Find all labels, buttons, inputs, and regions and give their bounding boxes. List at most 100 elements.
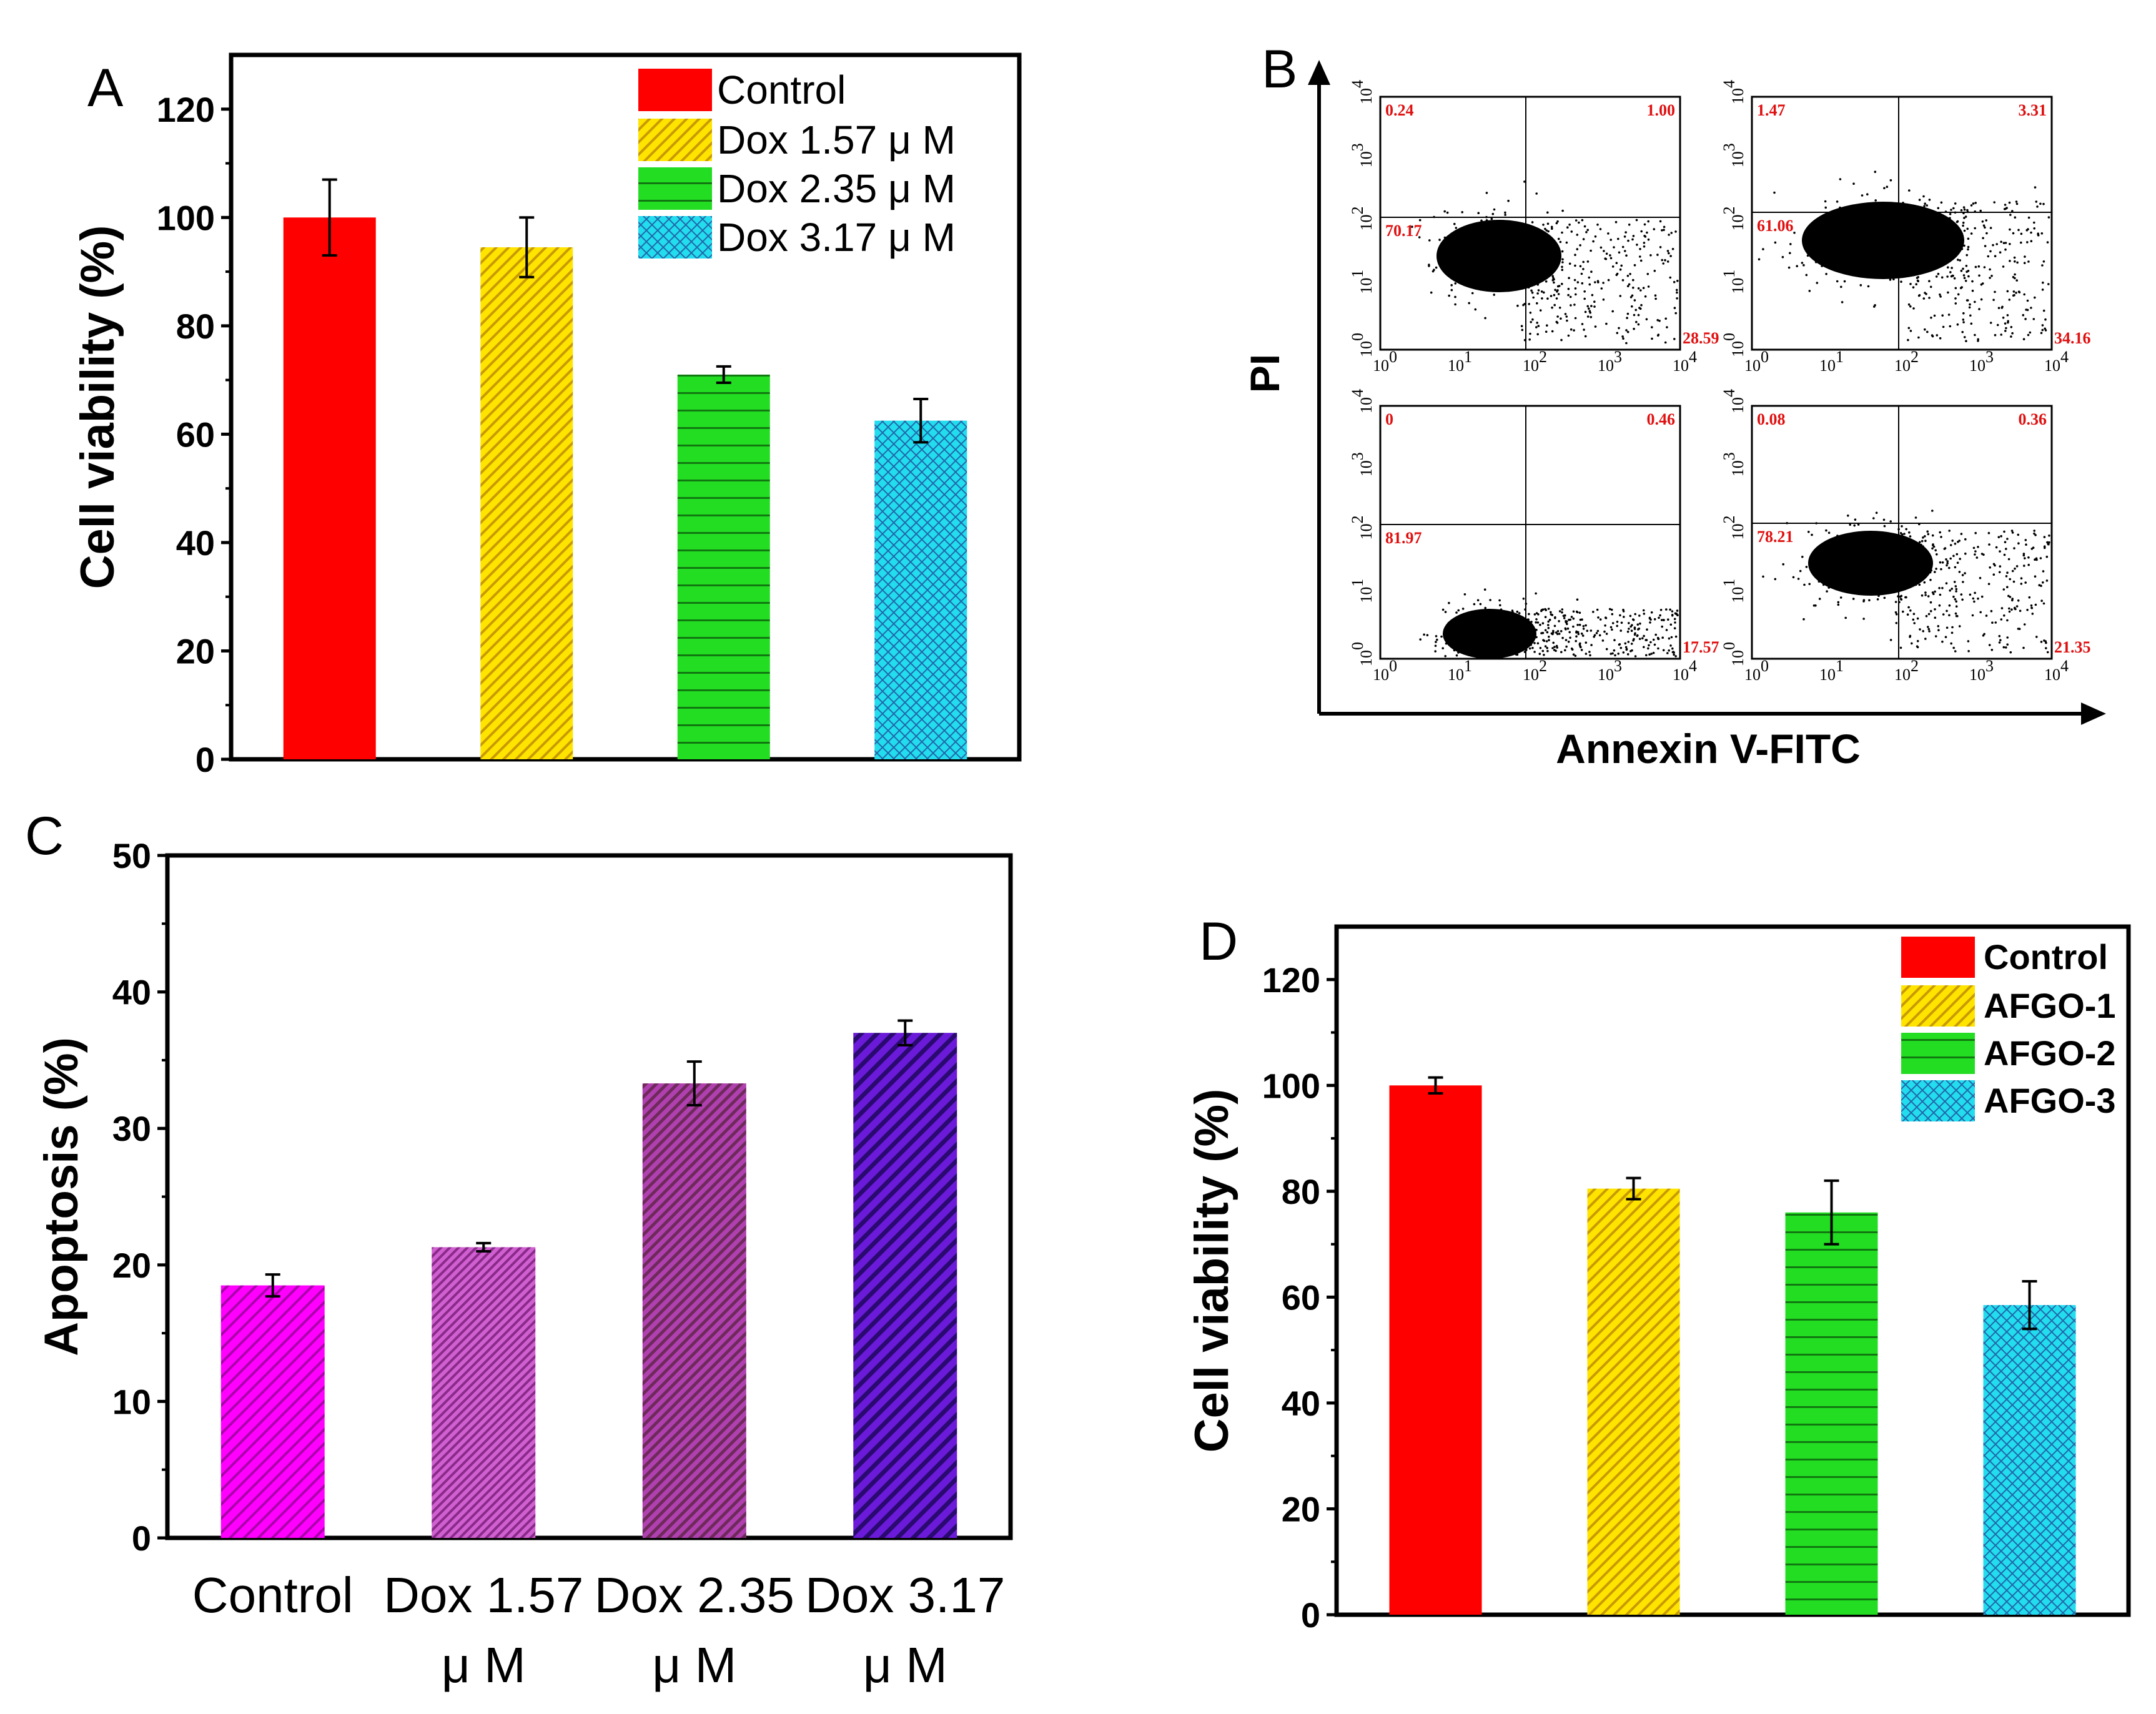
event-dot <box>1874 544 1876 546</box>
event-dot <box>1647 285 1650 288</box>
event-dot <box>1878 569 1881 572</box>
event-dot <box>1981 282 1984 285</box>
event-dot <box>1964 538 1967 541</box>
event-dot <box>1948 614 1951 617</box>
event-dot <box>1453 222 1456 225</box>
event-dot <box>1634 655 1637 658</box>
event-dot <box>2011 210 2014 212</box>
event-dot <box>1874 556 1877 559</box>
event-dot <box>2018 291 2021 293</box>
event-dot <box>1909 330 1912 332</box>
event-dot <box>1498 276 1501 279</box>
event-dot <box>1971 614 1974 617</box>
event-dot <box>1967 270 1970 272</box>
event-dot <box>1850 542 1853 545</box>
event-dot <box>1528 637 1531 640</box>
event-dot <box>1646 628 1648 631</box>
event-dot <box>1535 618 1538 621</box>
event-dot <box>2044 327 2046 330</box>
event-dot <box>1531 221 1534 224</box>
event-dot <box>1604 624 1606 627</box>
event-dot <box>1494 629 1496 632</box>
event-dot <box>1934 616 1937 619</box>
event-dot <box>1939 337 1942 340</box>
event-dot <box>1513 267 1515 269</box>
event-dot <box>1476 643 1480 646</box>
event-dot <box>1652 638 1655 641</box>
event-dot <box>1468 275 1471 278</box>
event-dot <box>1957 259 1959 261</box>
y-tick-label: 10 <box>112 1382 151 1421</box>
event-dot <box>2002 317 2005 319</box>
event-dot <box>1916 279 1919 282</box>
event-dot <box>1634 308 1637 312</box>
event-dot <box>1546 649 1549 653</box>
event-dot <box>1966 299 1969 302</box>
event-dot <box>1622 610 1625 613</box>
event-dot <box>1951 588 1953 590</box>
event-dot <box>1954 598 1957 601</box>
event-dot <box>1929 609 1932 613</box>
event-dot <box>1934 571 1936 573</box>
event-dot <box>2013 256 2016 259</box>
event-dot <box>1596 608 1599 611</box>
event-dot <box>1545 236 1547 239</box>
event-dot <box>1900 280 1902 283</box>
event-dot <box>1965 340 1967 342</box>
event-dot <box>1938 217 1941 220</box>
event-dot <box>1582 628 1585 630</box>
event-dot <box>1583 297 1586 300</box>
y-tick-base: 10 <box>1357 650 1375 666</box>
event-dot <box>1654 297 1657 300</box>
event-dot <box>1613 639 1616 641</box>
event-dot <box>1939 531 1941 534</box>
event-dot <box>1927 533 1930 536</box>
event-dot <box>1857 261 1860 264</box>
event-dot <box>1651 337 1653 340</box>
x-tick-exponent: 3 <box>1614 348 1622 366</box>
event-dot <box>1626 317 1628 320</box>
event-dot <box>1958 237 1961 240</box>
event-dot <box>1626 285 1629 288</box>
event-dot <box>1479 258 1481 261</box>
event-dot <box>1789 243 1792 245</box>
event-dot <box>1610 257 1613 260</box>
event-dot <box>1676 609 1679 612</box>
event-dot <box>1582 238 1585 240</box>
event-dot <box>1516 626 1520 629</box>
event-dot <box>1483 628 1486 630</box>
event-dot <box>2045 555 2049 558</box>
event-dot <box>1576 624 1579 626</box>
event-dot <box>1934 549 1937 552</box>
event-dot <box>1793 232 1796 234</box>
event-dot <box>1841 301 1844 303</box>
event-dot <box>1465 637 1467 639</box>
event-dot <box>1503 631 1506 634</box>
event-dot <box>1852 574 1856 577</box>
event-dot <box>2047 216 2050 219</box>
event-dot <box>1529 640 1532 643</box>
event-dot <box>1495 636 1498 638</box>
event-dot <box>1545 245 1548 249</box>
event-dot <box>1448 601 1450 604</box>
event-dot <box>1922 207 1926 210</box>
x-tick-exponent: 1 <box>1464 348 1472 366</box>
event-dot <box>1923 581 1926 584</box>
event-dot <box>1593 305 1596 308</box>
event-dot <box>2046 541 2049 544</box>
event-dot <box>1907 303 1911 306</box>
event-dot <box>1935 568 1937 570</box>
event-dot <box>1894 601 1897 603</box>
event-dot <box>1489 599 1491 601</box>
event-dot <box>1826 590 1828 593</box>
event-dot <box>1881 252 1884 254</box>
event-dot <box>1959 287 1962 290</box>
event-dot <box>1979 576 1982 579</box>
event-dot <box>2008 201 2011 204</box>
event-dot <box>1956 323 1959 326</box>
event-dot <box>1852 545 1855 548</box>
event-dot <box>1488 273 1491 277</box>
event-dot <box>1954 566 1957 569</box>
event-dot <box>1868 599 1871 602</box>
event-dot <box>1849 549 1852 551</box>
